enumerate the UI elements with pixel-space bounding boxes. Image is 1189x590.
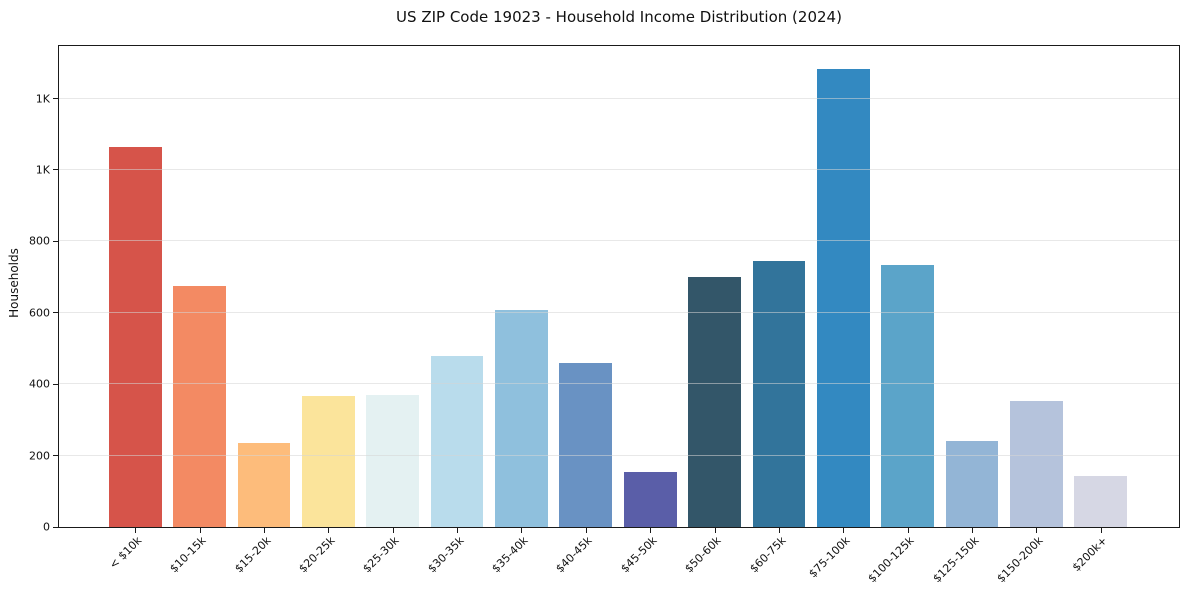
bar-9 [623,471,677,527]
x-tick-mark [714,528,716,533]
x-tick-label: $15-20k [231,534,274,576]
y-tick-label: 800 [29,234,50,248]
x-tick-mark [263,528,265,533]
x-tick-mark [843,528,845,533]
x-tick-mark [521,528,523,533]
bar-slot: $30-35k [425,46,489,575]
gridline [59,383,1179,385]
y-tick-mark [53,455,58,457]
bar-11 [752,260,806,527]
x-tick-label: $200k+ [1069,534,1111,575]
y-tick-mark [53,240,58,242]
x-tick-mark [907,528,909,533]
bar-slot: $25-30k [361,46,425,575]
gridline [59,168,1179,170]
bar-7 [495,309,548,527]
bar-slot: $75-100k [806,46,875,580]
bar-slot: $200k+ [1069,46,1133,574]
x-tick-mark [585,528,587,533]
bars-container: < $10k $10-15k $15-20k $20-25k $25-30k $30-35… [103,46,1133,585]
bar-slot: $45-50k [618,46,682,575]
y-tick-mark [53,383,58,385]
y-tick-label: 0 [43,520,50,534]
x-tick-mark [1100,528,1102,533]
x-tick-label: $45-50k [618,534,660,576]
bar-slot: $150-200k [994,46,1068,585]
x-tick-label: $75-100k [806,534,853,581]
y-tick-mark [53,169,58,171]
bar-6 [430,356,484,527]
bar-5 [366,394,420,527]
bar-15 [1010,400,1063,527]
x-tick-label: $25-30k [360,534,402,576]
x-tick-label: $10-15k [167,534,209,576]
bar-slot: $20-25k [296,46,360,575]
x-tick-label: < $10k [106,534,145,572]
y-tick-label: 400 [29,377,50,391]
x-tick-mark [328,528,330,533]
bar-slot: $100-125k [866,46,940,585]
plot-area: < $10k $10-15k $15-20k $20-25k $25-30k $30-35… [29,45,1180,585]
bar-8 [559,362,613,527]
x-tick-label: $100-125k [865,534,917,586]
y-tick-label: 600 [29,306,50,320]
bar-1 [108,146,162,527]
bar-slot: $35-40k [489,46,553,575]
bar-slot: $15-20k [232,46,296,575]
bar-slot: $10-15k [167,46,231,575]
bar-slot: $125-150k [930,46,1004,585]
gridline [59,240,1179,242]
x-tick-label: $60-75k [746,534,789,576]
x-tick-label: $35-40k [489,534,531,576]
y-axis-label: Households [7,248,21,318]
bar-slot: $60-75k [747,46,811,575]
x-tick-mark [1036,528,1038,533]
y-tick-label: 200 [29,449,50,463]
chart-title: US ZIP Code 19023 - Household Income Dis… [396,8,842,26]
bar-slot: $50-60k [682,46,746,575]
bar-slot: < $10k [103,46,167,572]
y-tick-mark [53,526,58,528]
gridline [59,454,1179,456]
gridline [59,311,1179,313]
x-tick-mark [650,528,652,533]
x-tick-label: $40-45k [553,534,596,576]
x-tick-label: $20-25k [296,534,338,576]
y-tick-mark [53,312,58,314]
bar-slot: $40-45k [554,46,618,575]
y-tick-label: 1K [35,92,50,105]
x-tick-label: $50-60k [682,534,724,576]
x-tick-label: $150-200k [994,534,1046,586]
x-tick-mark [457,528,459,533]
bar-4 [301,395,355,527]
x-tick-mark [199,528,201,533]
bar-2 [173,285,226,527]
bar-14 [945,441,999,527]
bar-13 [881,264,935,527]
x-tick-label: $30-35k [424,534,467,576]
y-tick-label: 1K [35,163,50,177]
bar-16 [1074,475,1128,527]
x-tick-mark [778,528,780,533]
x-tick-mark [392,528,394,533]
bar-10 [688,277,741,527]
gridline [59,97,1179,99]
y-tick-mark [53,98,58,99]
x-tick-mark [972,528,974,533]
bar-3 [237,443,291,527]
x-tick-mark [135,528,137,533]
bar-12 [816,68,870,527]
x-tick-label: $125-150k [930,534,982,586]
